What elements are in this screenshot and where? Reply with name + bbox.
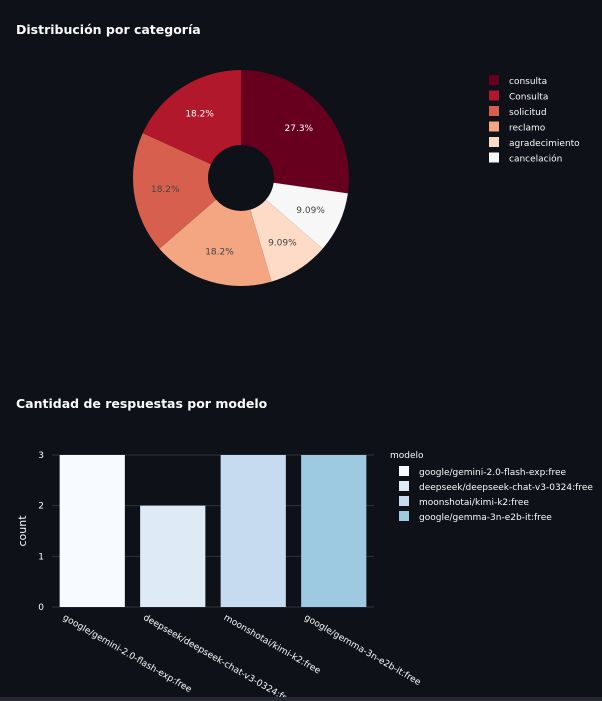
legend-swatch [399,496,409,506]
bar-2 [220,455,286,607]
legend-swatch [489,137,499,147]
legend-item-consulta: Consulta [509,93,548,103]
legend-item: moonshotai/kimi-k2:free [419,498,529,508]
y-tick-label: 0 [38,603,44,613]
bar-0 [59,455,125,607]
legend-item: deepseek/deepseek-chat-v3-0324:free [419,483,593,493]
pie-slice-label: 18.2% [185,110,214,120]
y-axis-label: count [16,515,29,547]
pie-slice-label: 27.3% [285,124,314,134]
pie-slice-label: 18.2% [205,247,234,257]
legend-swatch [489,90,499,101]
bar-3 [301,455,367,607]
legend-item-cancelación: cancelación [509,154,562,165]
legend-swatch [489,75,499,85]
bar-chart-title: Cantidad de respuestas por modelo [16,396,268,411]
y-tick-label: 2 [38,502,44,512]
pie-slice-label: 18.2% [151,185,180,195]
pie-slice-cancelación [265,182,348,249]
legend-swatch [489,152,499,163]
legend-item-agradecimiento: agradecimiento [509,139,580,149]
pie-chart: 27.3% 9.09% 9.09% 18.2% 18.2% 18.2% consulta Co… [133,70,580,286]
bar-1 [140,505,206,607]
pie-slice-reclamo [159,199,272,286]
legend-item-consulta: consulta [509,77,547,87]
legend-item: google/gemma-3n-e2b-it:free [419,513,552,523]
legend-item-solicitud: solicitud [509,108,547,118]
legend-title: modelo [390,451,424,461]
x-tick-label: google/gemini-2.0-flash-exp:free [61,613,194,695]
legend-swatch [489,106,499,116]
pie-slice-consulta [241,70,349,194]
x-tick-label: google/gemma-3n-e2b-it:free [302,613,422,688]
pie-slice-solicitud [133,133,217,249]
legend-swatch [489,121,499,132]
legend-item: google/gemini-2.0-flash-exp:free [419,468,567,478]
y-tick-label: 1 [38,552,44,562]
pie-slice-label: 9.09% [296,206,325,216]
bottom-scrollbar [0,697,602,701]
legend-swatch [399,466,409,476]
pie-chart-title: Distribución por categoría [16,22,201,37]
pie-slice-consulta [142,70,241,165]
pie-slice-label: 9.09% [268,238,297,248]
legend-swatch [399,481,409,491]
legend-swatch [399,511,409,521]
pie-slice-agradecimiento [250,199,323,282]
x-tick-label: deepseek/deepseek-chat-v3-0324:free [141,613,297,701]
legend-item-reclamo: reclamo [509,124,546,134]
y-tick-label: 3 [38,451,44,461]
